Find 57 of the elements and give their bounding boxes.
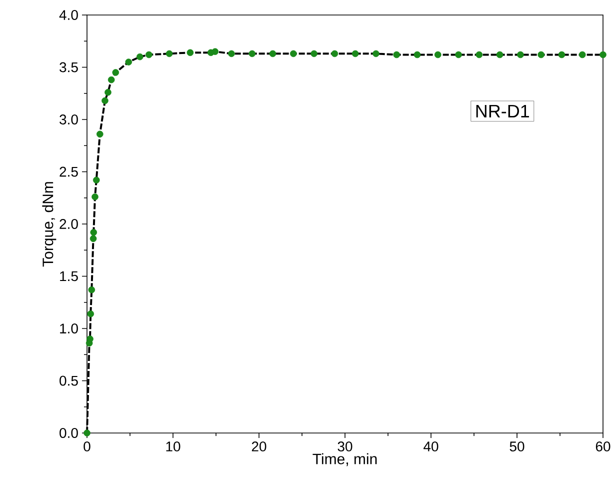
point	[496, 51, 504, 58]
point	[393, 51, 400, 58]
point	[90, 235, 97, 242]
x-tick-label: 30	[338, 442, 352, 452]
point	[414, 51, 421, 58]
y-tick-label: 2.0	[60, 219, 78, 229]
point	[310, 50, 318, 58]
x-tick-label: 20	[252, 442, 266, 452]
point	[146, 51, 152, 58]
y-tick-label: 0.0	[60, 428, 78, 438]
point	[331, 50, 338, 58]
y-tick-label: 1.0	[60, 324, 78, 334]
point	[90, 228, 98, 236]
point	[186, 49, 194, 56]
point	[104, 88, 112, 96]
x-tick-label: 0	[84, 442, 90, 452]
point	[92, 176, 100, 184]
point	[538, 51, 544, 58]
point	[600, 51, 606, 58]
x-tick-label: 50	[510, 442, 524, 452]
point	[352, 50, 359, 58]
y-tick-label: 3.5	[60, 62, 78, 72]
point	[578, 51, 586, 58]
point	[434, 51, 442, 58]
y-tick-label: 0.5	[60, 376, 78, 386]
point	[112, 69, 120, 76]
point	[558, 51, 566, 58]
y-tick-label: 2.5	[60, 166, 78, 177]
point	[102, 97, 108, 104]
point	[136, 53, 144, 60]
y-tick-label: 4.0	[59, 10, 78, 20]
x-axis-title: Time, min	[312, 453, 377, 466]
point	[212, 48, 219, 55]
y-axis-title: Torque, dNm	[42, 182, 56, 267]
point	[517, 51, 524, 58]
point	[228, 50, 235, 58]
point	[88, 286, 96, 294]
point	[290, 50, 297, 58]
point	[476, 51, 483, 58]
y-tick-label: 3.0	[60, 114, 78, 124]
point	[248, 50, 256, 58]
x-tick-label: 10	[166, 442, 180, 452]
point	[125, 58, 132, 66]
point	[166, 50, 173, 58]
point	[455, 51, 462, 58]
annotation: NR-D1	[476, 104, 529, 118]
point	[92, 193, 98, 200]
x-tick-label: 40	[424, 442, 438, 452]
point	[87, 310, 94, 318]
point	[96, 130, 104, 138]
y-tick-label: 1.5	[60, 271, 78, 282]
point	[86, 336, 94, 342]
point	[269, 50, 276, 58]
point	[84, 430, 90, 436]
x-tick-label: 60	[596, 442, 610, 452]
point	[372, 50, 380, 58]
point	[108, 76, 115, 84]
